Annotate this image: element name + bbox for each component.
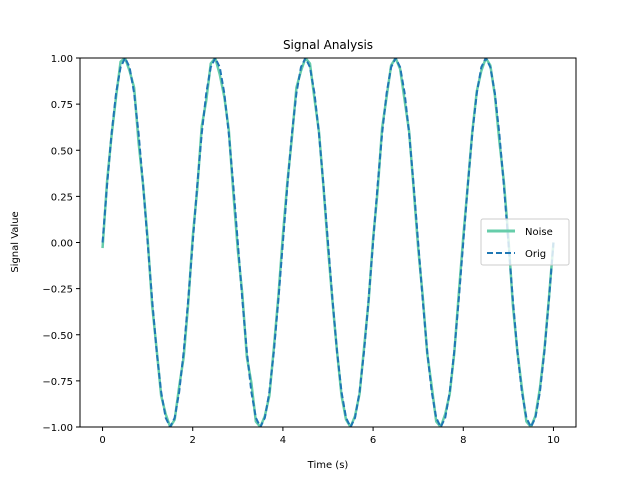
y-tick-label: 1.00 [51, 54, 73, 65]
y-tick-label: 0.25 [51, 192, 73, 203]
y-tick-label: 0.75 [51, 100, 73, 111]
x-tick-label: 2 [190, 435, 196, 446]
legend-label-noise: Noise [525, 227, 553, 238]
chart-title: Signal Analysis [283, 38, 373, 52]
series-layer [101, 58, 555, 427]
x-axis-ticks: 0 2 4 6 8 10 [99, 427, 560, 446]
x-tick-label: 6 [370, 435, 376, 446]
y-tick-label: −0.75 [42, 377, 73, 388]
x-tick-label: 8 [460, 435, 466, 446]
y-tick-label: −1.00 [42, 423, 73, 434]
y-tick-label: −0.25 [42, 285, 73, 296]
x-axis-label: Time (s) [307, 460, 349, 471]
y-tick-label: 0.50 [51, 146, 73, 157]
x-tick-label: 4 [280, 435, 286, 446]
y-axis-ticks: −1.00 −0.75 −0.50 −0.25 0.00 0.25 0.50 0.75 1.00 [42, 54, 80, 434]
y-axis-label: Signal Value [10, 211, 21, 272]
y-tick-label: −0.50 [42, 331, 73, 342]
x-tick-label: 0 [99, 435, 105, 446]
y-tick-label: 0.00 [51, 239, 73, 250]
legend-label-orig: Orig [525, 249, 546, 260]
legend: Noise Orig [480, 218, 570, 266]
x-tick-label: 10 [547, 435, 560, 446]
series-line-orig [101, 58, 555, 427]
